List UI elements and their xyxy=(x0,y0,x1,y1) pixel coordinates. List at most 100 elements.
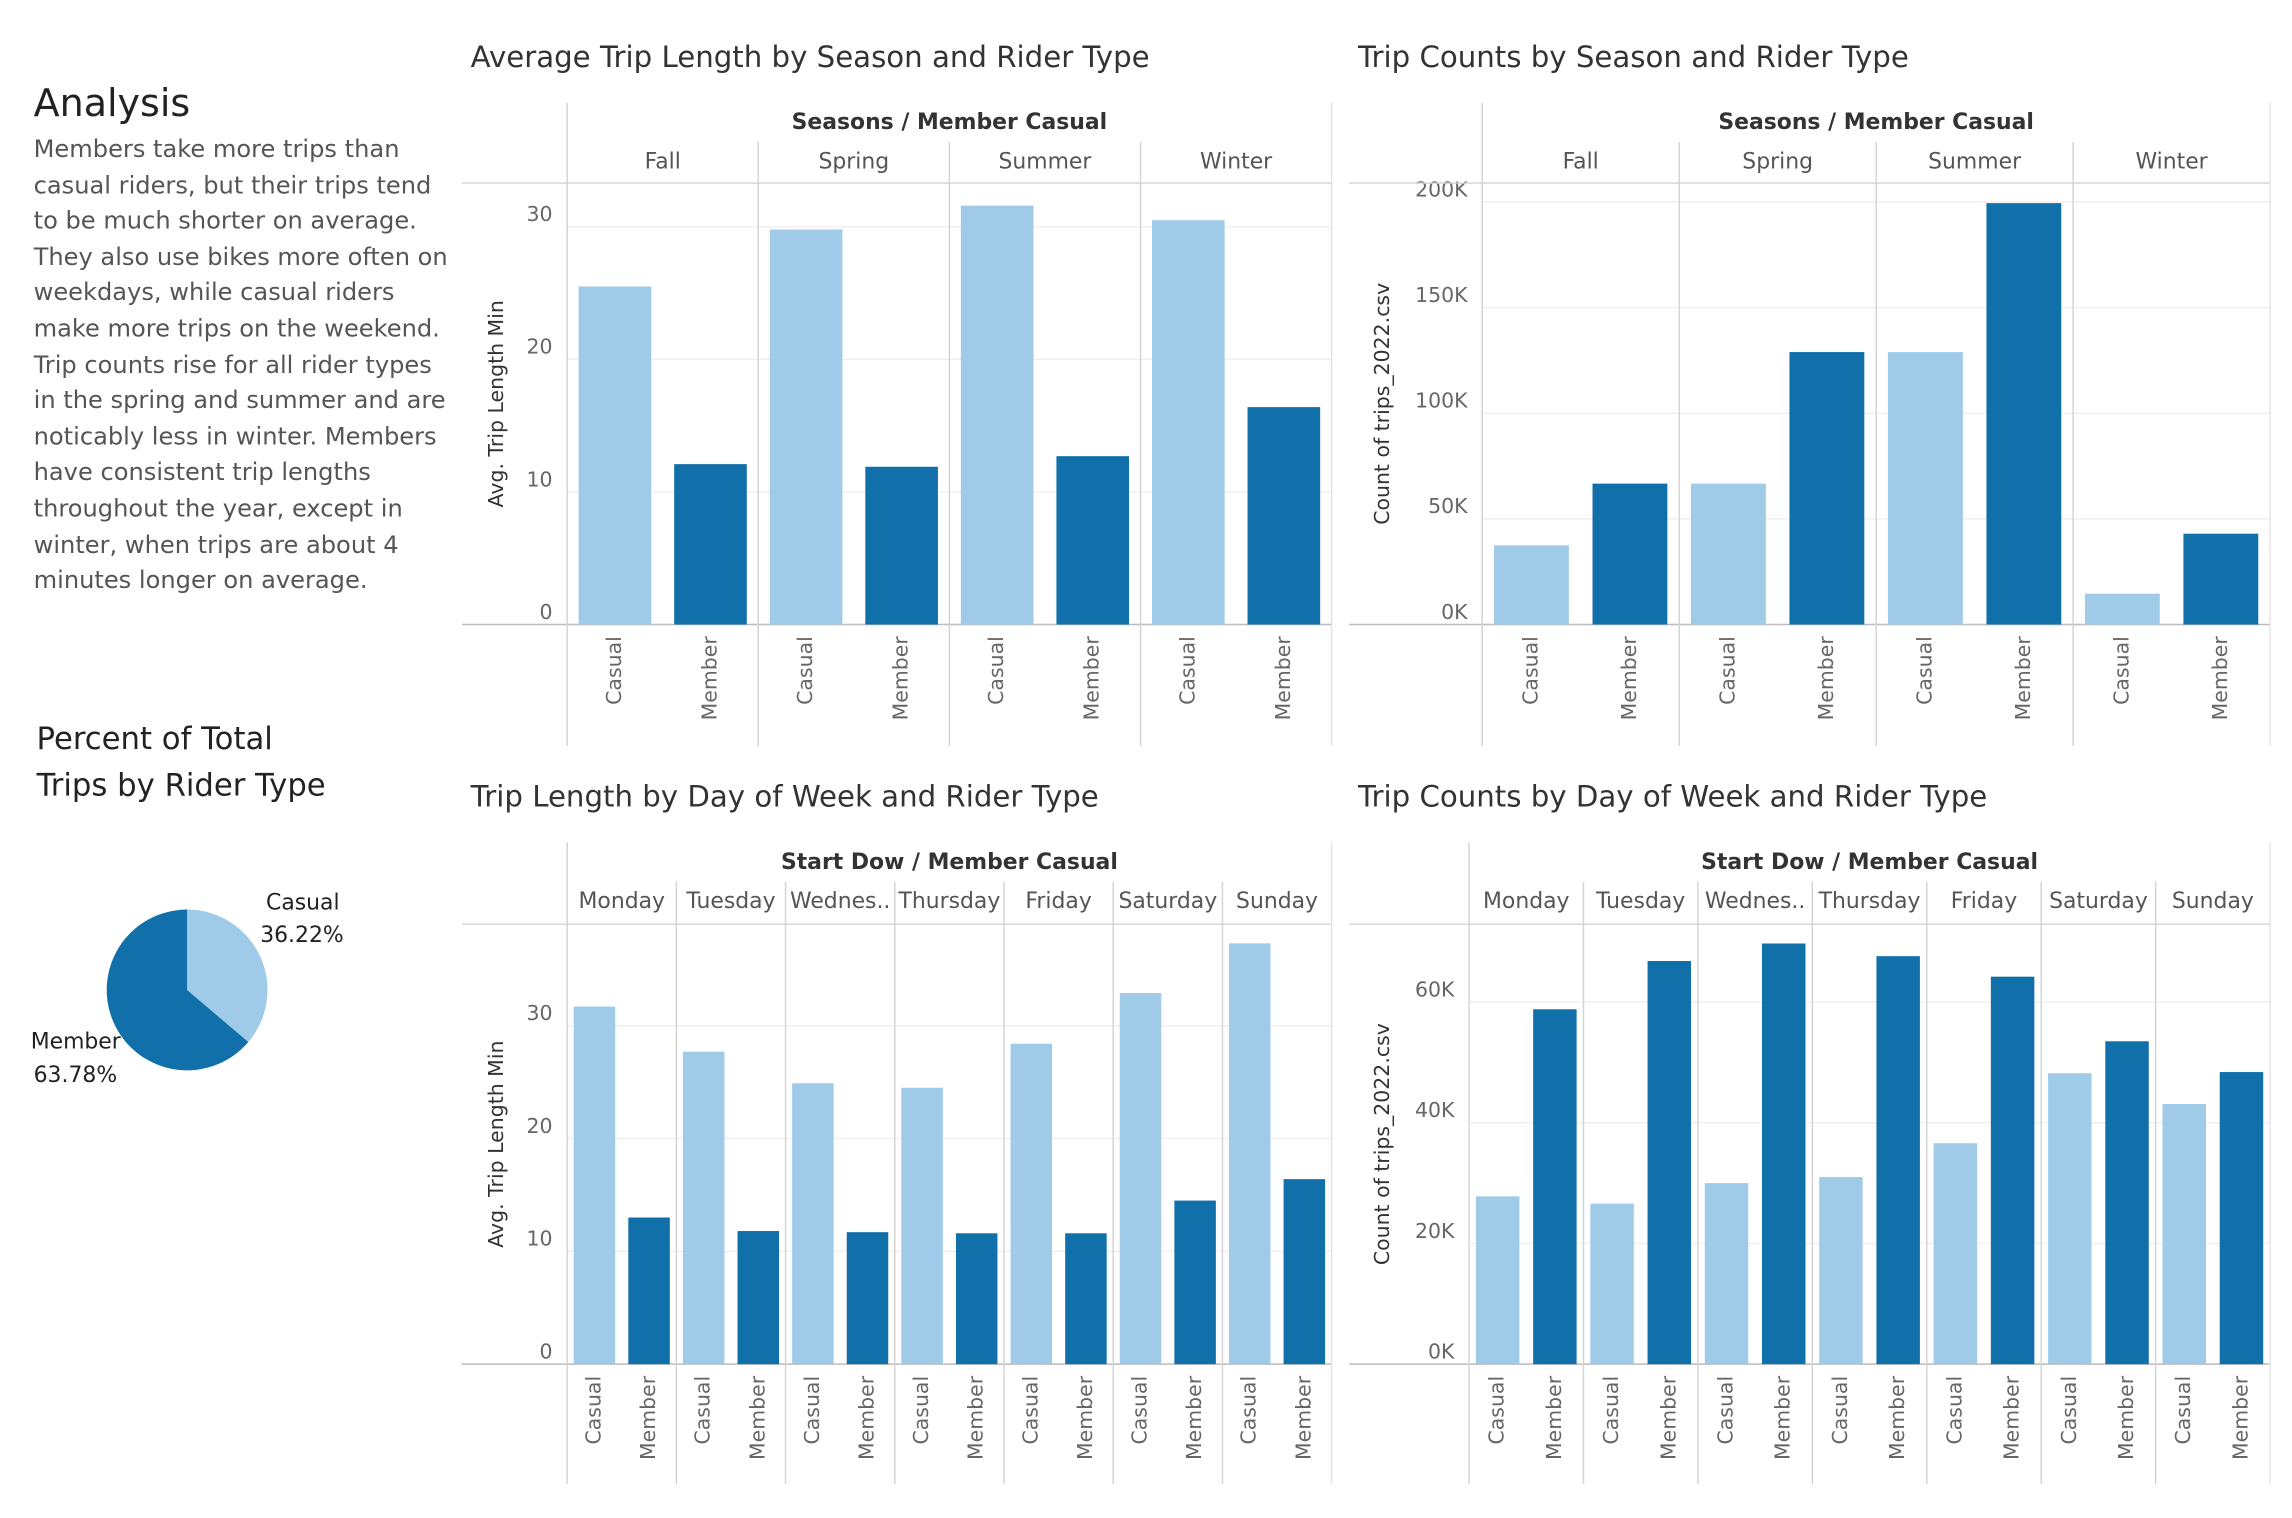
x-tick-label: Casual xyxy=(1942,1376,1966,1445)
facet-label: Monday xyxy=(579,889,666,914)
y-tick-label: 0K xyxy=(1428,1339,1455,1363)
bar xyxy=(1990,976,2035,1365)
bar xyxy=(1056,456,1130,625)
bar xyxy=(846,1232,889,1365)
y-tick-label: 20 xyxy=(527,335,553,359)
chart-title: Average Trip Length by Season and Rider … xyxy=(471,40,1150,74)
x-tick-label: Member xyxy=(2208,636,2232,721)
bar xyxy=(1174,1200,1216,1365)
pie-value-label: 63.78% xyxy=(34,1063,118,1088)
facet-label: Spring xyxy=(1742,150,1813,175)
bar xyxy=(682,1051,725,1365)
x-tick-label: Member xyxy=(1771,1375,1795,1460)
bar xyxy=(1592,483,1668,625)
pie-title: Percent of Total Trips by Rider Type xyxy=(36,720,326,803)
x-tick-label: Member xyxy=(1617,636,1641,721)
facet-header: Start Dow / Member Casual xyxy=(781,850,1118,875)
y-tick-label: 20K xyxy=(1415,1219,1455,1243)
x-tick-label: Member xyxy=(2228,1375,2252,1460)
bar xyxy=(1494,545,1569,625)
bar xyxy=(1933,1143,1978,1365)
y-tick-label: 150K xyxy=(1415,283,1468,307)
y-tick-label: 100K xyxy=(1415,389,1468,413)
bar xyxy=(792,1083,834,1365)
facet-header: Seasons / Member Casual xyxy=(1718,110,2034,135)
y-tick-label: 0 xyxy=(540,1339,553,1363)
bar xyxy=(1887,352,1963,625)
x-tick-label: Member xyxy=(697,636,721,721)
analysis-text: Members take more trips than casual ride… xyxy=(33,134,448,595)
facet-header: Seasons / Member Casual xyxy=(792,110,1108,135)
facet-label: Sunday xyxy=(2172,889,2254,914)
x-tick-label: Member xyxy=(964,1375,988,1460)
x-tick-label: Member xyxy=(889,636,913,721)
x-tick-label: Casual xyxy=(581,1376,605,1445)
bar xyxy=(2048,1073,2092,1365)
x-tick-label: Casual xyxy=(800,1376,824,1445)
bar xyxy=(628,1217,670,1365)
pie-label: Casual xyxy=(266,891,340,916)
facet-label: Sunday xyxy=(1236,889,1318,914)
facet-label: Saturday xyxy=(1118,889,1217,914)
bar xyxy=(2183,533,2259,625)
x-tick-label: Member xyxy=(1814,636,1838,721)
facet-label: Winter xyxy=(1200,150,1272,175)
facet-label: Monday xyxy=(1483,889,1570,914)
x-tick-label: Casual xyxy=(1828,1376,1852,1445)
x-tick-label: Member xyxy=(1291,1375,1315,1460)
x-tick-label: Casual xyxy=(984,636,1008,705)
x-tick-label: Member xyxy=(1885,1375,1909,1460)
bar xyxy=(1986,203,2062,625)
x-tick-label: Casual xyxy=(1237,1376,1261,1445)
x-tick-label: Member xyxy=(1656,1375,1680,1460)
bar xyxy=(1647,960,1692,1365)
x-tick-label: Casual xyxy=(1599,1376,1623,1445)
y-axis-title: Count of trips_2022.csv xyxy=(1370,1023,1395,1265)
x-tick-label: Member xyxy=(1073,1375,1097,1460)
x-tick-label: Casual xyxy=(1128,1376,1152,1445)
x-tick-label: Casual xyxy=(1485,1376,1509,1445)
pie-slice xyxy=(106,909,249,1071)
y-tick-label: 40K xyxy=(1415,1098,1455,1122)
facet-label: Fall xyxy=(645,150,681,175)
facet-label: Wednes.. xyxy=(790,889,890,914)
y-axis-title: Avg. Trip Length Min xyxy=(484,1041,508,1248)
analysis-box: Analysis Members take more trips than ca… xyxy=(33,82,448,595)
y-tick-label: 30 xyxy=(527,1001,553,1025)
y-tick-label: 0 xyxy=(540,600,553,624)
x-tick-label: Member xyxy=(1182,1375,1206,1460)
x-tick-label: Casual xyxy=(2109,636,2133,705)
bar xyxy=(1151,220,1225,625)
x-tick-label: Casual xyxy=(1175,636,1199,705)
x-tick-label: Member xyxy=(854,1375,878,1460)
x-tick-label: Member xyxy=(1080,636,1104,721)
bar xyxy=(737,1231,780,1365)
x-tick-label: Casual xyxy=(1912,636,1936,705)
bar xyxy=(1590,1203,1634,1365)
x-tick-label: Casual xyxy=(1715,636,1739,705)
chart-title: Trip Counts by Season and Rider Type xyxy=(1357,40,1909,74)
y-axis-title: Avg. Trip Length Min xyxy=(484,300,508,507)
facet-label: Wednes.. xyxy=(1705,889,1805,914)
bar xyxy=(901,1087,943,1365)
y-tick-label: 10 xyxy=(527,467,553,491)
bar xyxy=(1065,1233,1107,1365)
facet-label: Spring xyxy=(818,150,889,175)
pie-slice xyxy=(187,909,268,1043)
pie-title-box: Percent of Total Trips by Rider Type xyxy=(36,720,326,803)
x-tick-label: Member xyxy=(2114,1375,2138,1460)
bar xyxy=(1704,1183,1749,1365)
bar xyxy=(573,1006,616,1365)
x-tick-label: Casual xyxy=(2057,1376,2081,1445)
facet-label: Saturday xyxy=(2049,889,2148,914)
facet-label: Thursday xyxy=(897,889,1000,914)
facet-label: Summer xyxy=(998,150,1091,175)
facet-header: Start Dow / Member Casual xyxy=(1701,850,2038,875)
bar xyxy=(1283,1179,1326,1365)
x-tick-label: Casual xyxy=(1518,636,1542,705)
pie-value-label: 36.22% xyxy=(260,923,344,948)
bar xyxy=(2162,1104,2206,1365)
bar xyxy=(955,1233,998,1365)
